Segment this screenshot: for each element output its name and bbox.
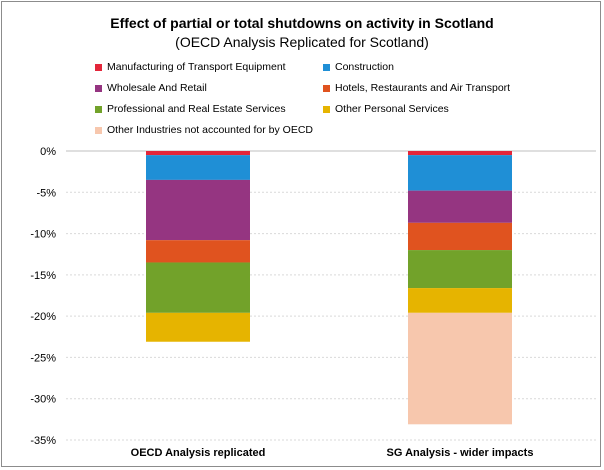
legend-swatch xyxy=(323,84,330,92)
legend-label: Other Industries not accounted for by OE… xyxy=(107,124,314,136)
legend-item: Professional and Real Estate Services xyxy=(95,103,286,115)
y-tick-label: 0% xyxy=(40,146,56,158)
bar-segment xyxy=(146,312,250,342)
y-tick-label: -5% xyxy=(36,187,56,199)
bar-segment xyxy=(146,262,250,313)
legend-label: Construction xyxy=(335,61,394,73)
legend-label: Professional and Real Estate Services xyxy=(107,103,286,115)
legend-label: Manufacturing of Transport Equipment xyxy=(107,61,286,73)
legend-label: Other Personal Services xyxy=(335,103,449,115)
bar-segment xyxy=(146,155,250,180)
bar-segment xyxy=(146,151,250,156)
legend-label: Wholesale And Retail xyxy=(107,82,207,94)
legend-item: Construction xyxy=(323,61,394,73)
legend-swatch xyxy=(95,84,102,92)
chart-subtitle: (OECD Analysis Replicated for Scotland) xyxy=(175,34,429,50)
y-tick-label: -20% xyxy=(30,311,56,323)
bar-segment xyxy=(408,288,512,313)
x-category-label: SG Analysis - wider impacts xyxy=(387,447,534,459)
bar-segment xyxy=(408,222,512,251)
bar-segment xyxy=(146,179,250,241)
y-tick-label: -15% xyxy=(30,270,56,282)
y-tick-label: -10% xyxy=(30,229,56,241)
bar-segment xyxy=(408,312,512,425)
legend-item: Manufacturing of Transport Equipment xyxy=(95,61,286,73)
legend-item: Hotels, Restaurants and Air Transport xyxy=(323,82,510,94)
bar-segment xyxy=(408,155,512,191)
x-category-label: OECD Analysis replicated xyxy=(131,447,266,459)
y-tick-label: -35% xyxy=(30,435,56,447)
legend-item: Wholesale And Retail xyxy=(95,82,207,94)
legend-item: Other Industries not accounted for by OE… xyxy=(95,124,313,136)
legend-label: Hotels, Restaurants and Air Transport xyxy=(335,82,511,94)
y-tick-label: -30% xyxy=(30,394,56,406)
legend-swatch xyxy=(95,126,102,134)
y-tick-label: -25% xyxy=(30,352,56,364)
bar-segment xyxy=(408,151,512,156)
legend-swatch xyxy=(95,105,102,113)
bar-segment xyxy=(408,190,512,223)
chart-title: Effect of partial or total shutdowns on … xyxy=(110,15,494,31)
legend-swatch xyxy=(323,105,330,113)
legend-swatch xyxy=(95,63,102,71)
bar-segment xyxy=(408,250,512,289)
bar-segment xyxy=(146,240,250,263)
legend-item: Other Personal Services xyxy=(323,103,449,115)
legend-swatch xyxy=(323,63,330,71)
